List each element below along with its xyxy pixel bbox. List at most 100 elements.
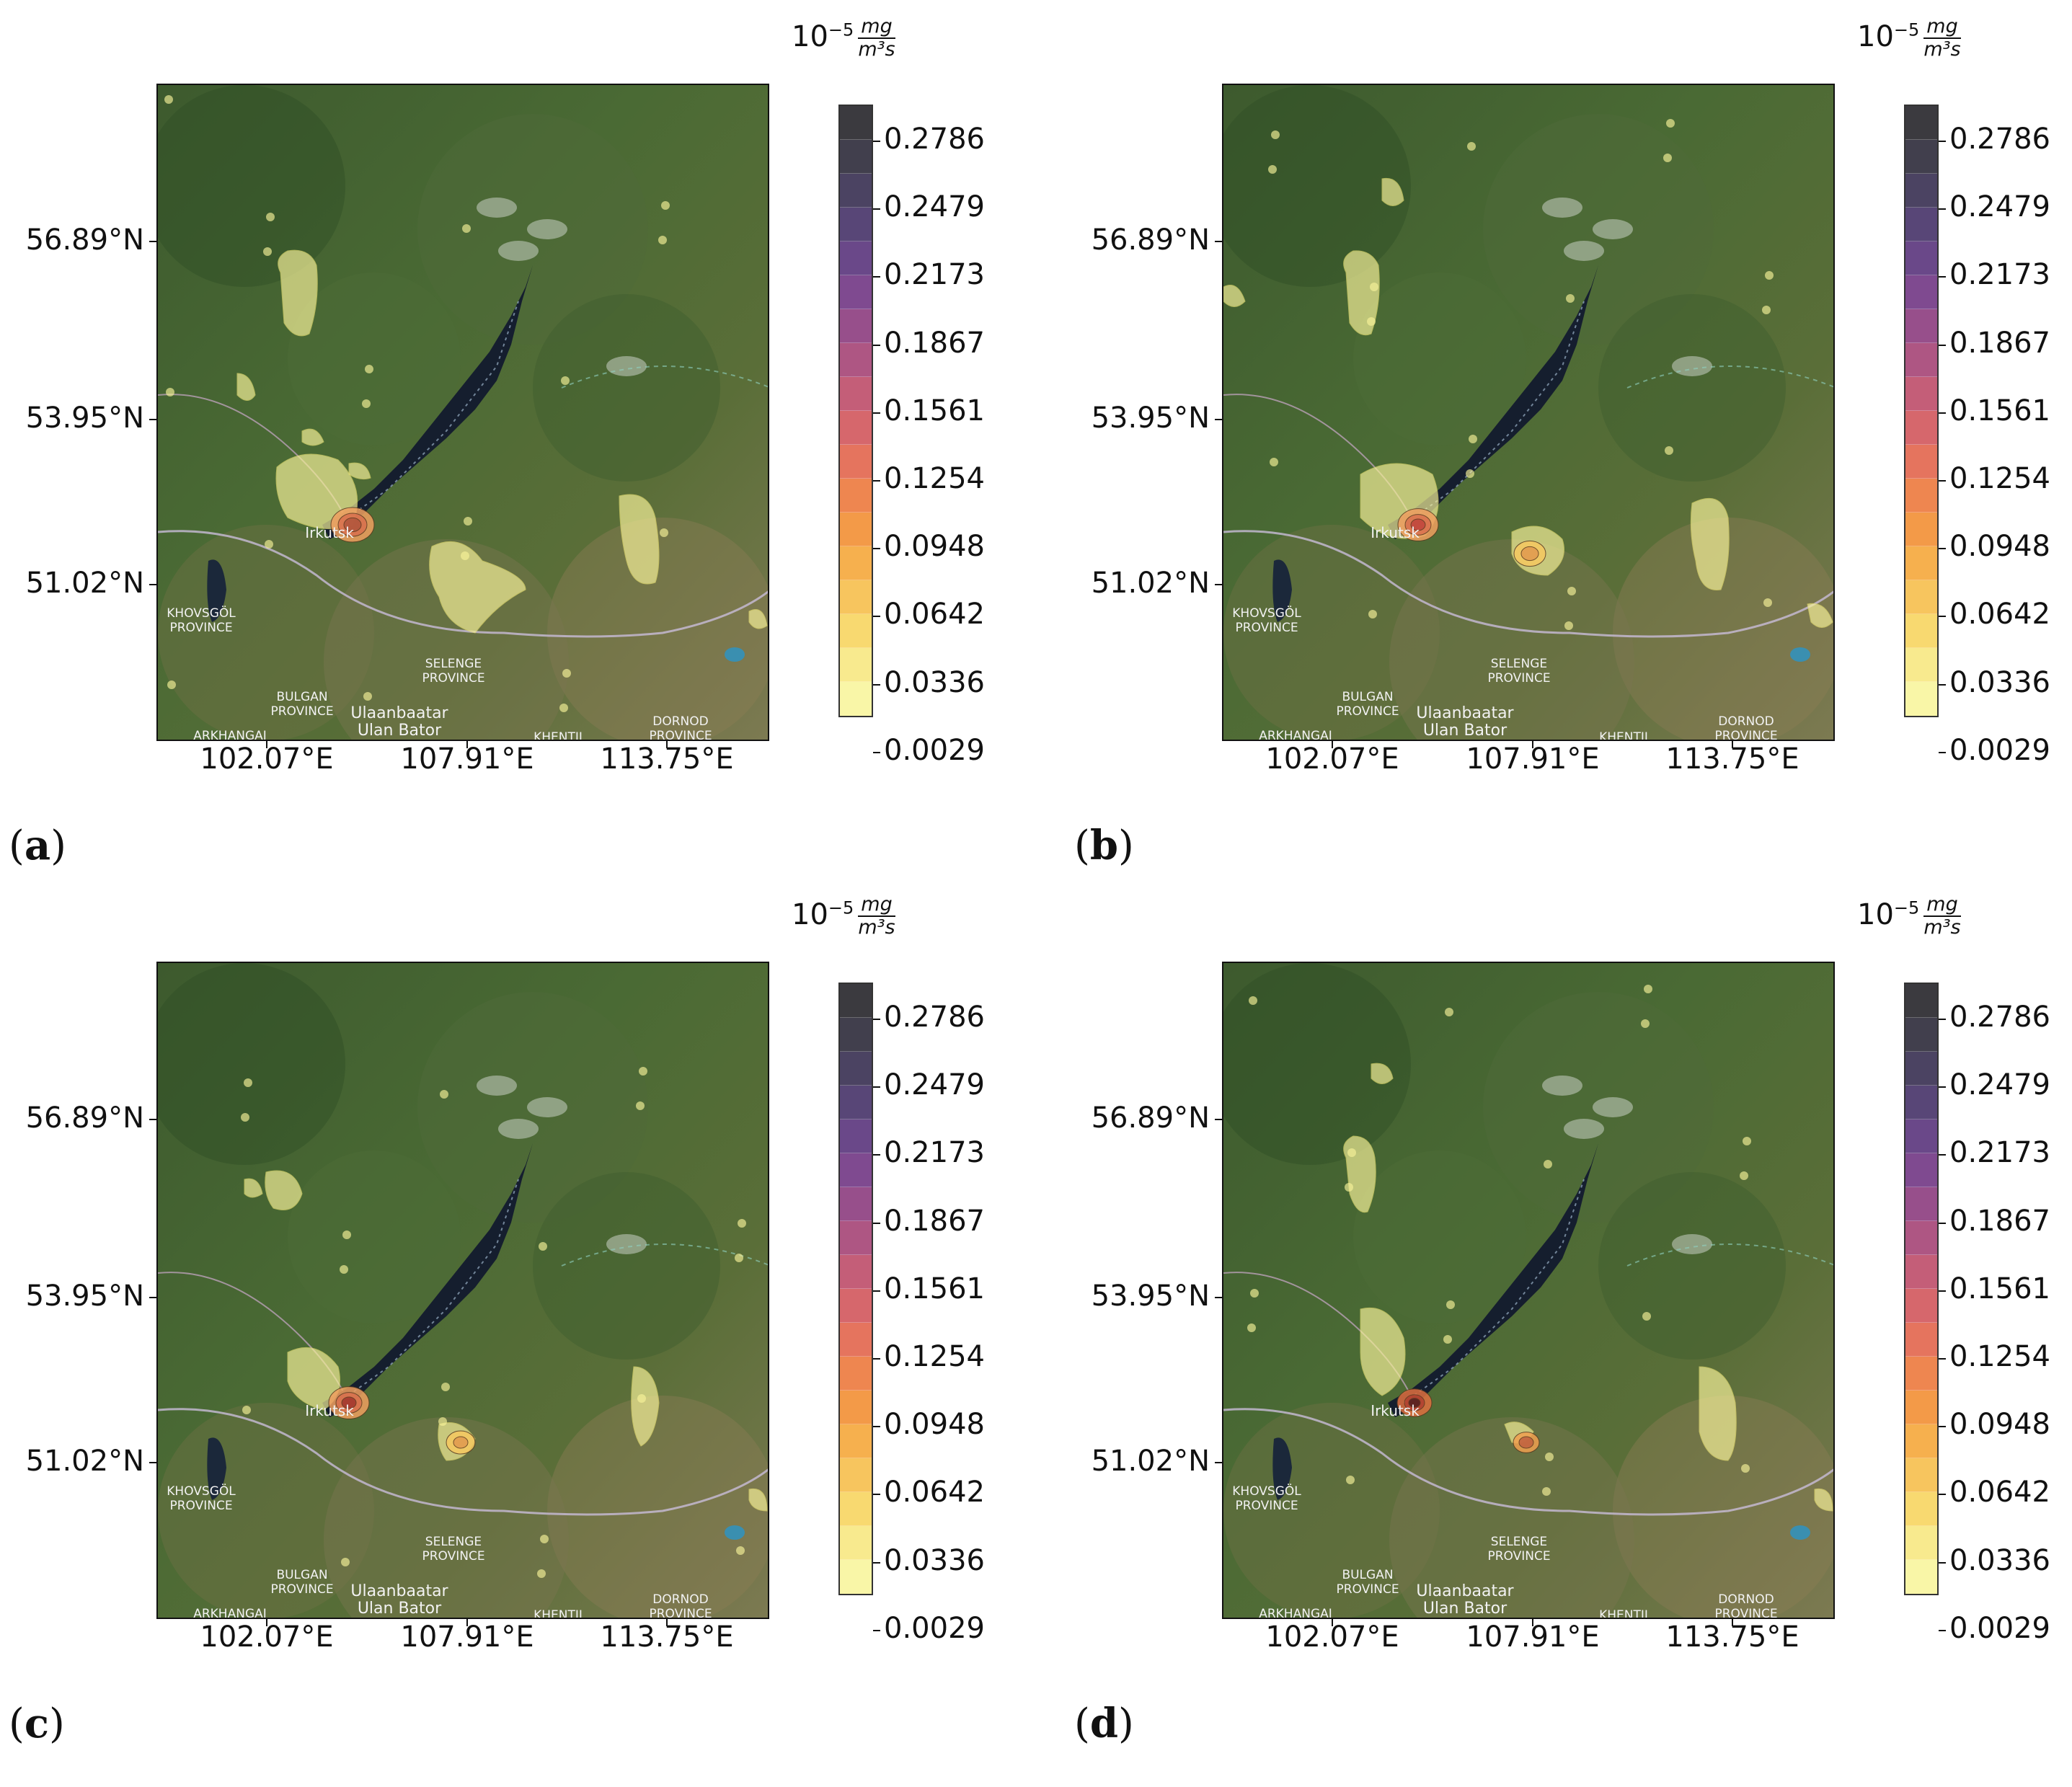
concentration-plume [1807, 603, 1833, 628]
region-label: ARKHANGAI [1259, 1607, 1332, 1619]
colorbar-segment [1905, 174, 1937, 208]
colorbar-tick-label: 0.0642 [884, 598, 985, 631]
colorbar-segment [840, 1560, 872, 1594]
colorbar-tick-label: 0.2786 [1949, 1001, 2050, 1034]
colorbar-tick-label: 0.0948 [884, 1408, 985, 1442]
concentration-spot [464, 517, 472, 526]
lat-tick [1215, 419, 1222, 420]
lat-tick [149, 419, 156, 420]
lat-label: 56.89°N [25, 1101, 144, 1135]
lat-tick [1215, 1119, 1222, 1120]
lon-tick [1732, 1619, 1733, 1626]
colorbar-segment [1905, 1221, 1937, 1255]
colorbar-segment [840, 1052, 872, 1086]
lon-tick [466, 1619, 468, 1626]
region-label: PROVINCE [169, 1499, 232, 1513]
concentration-plume [278, 249, 318, 337]
snow-patch [477, 198, 517, 218]
colorbar-tick-label: 0.0642 [884, 1476, 985, 1509]
colorbar-segment [840, 1289, 872, 1323]
lat-label: 56.89°N [1091, 223, 1210, 257]
concentration-spot [242, 1406, 251, 1414]
colorbar-segment [840, 1187, 872, 1221]
city-label: Ulaanbaatar [350, 1582, 448, 1600]
colorbar-tick-label: 0.2173 [1949, 258, 2050, 292]
terrain-patch [1613, 518, 1833, 740]
concentration-spot [167, 680, 176, 689]
map-view[interactable]: Irkutsk KHOVSGÖL PROVINCE SELENGE PROVINCE BU… [1222, 84, 1835, 741]
colorbar [838, 105, 873, 717]
lon-tick [1532, 741, 1533, 748]
concentration-plume [1371, 1063, 1394, 1084]
colorbar-tick-label: 0.2173 [884, 1136, 985, 1170]
colorbar-tick-label: 0.1867 [1949, 1204, 2050, 1238]
colorbar-tick [1939, 548, 1946, 550]
lon-tick [266, 1619, 267, 1626]
colorbar-segment [840, 1153, 872, 1187]
colorbar-segment [1905, 1391, 1937, 1424]
colorbar [1904, 983, 1939, 1595]
concentration-spot [1345, 1183, 1353, 1192]
colorbar-segment [1905, 614, 1937, 648]
colorbar-segment [1905, 241, 1937, 275]
colorbar-tick-label: 0.2479 [1949, 1068, 2050, 1102]
concentration-spot [1665, 446, 1673, 455]
concentration-plume [1814, 1488, 1833, 1512]
colorbar-tick-label: 0.0642 [1949, 598, 2050, 631]
concentration-spot [241, 1113, 249, 1122]
map-view[interactable]: Irkutsk KHOVSGÖL PROVINCE SELENGE PROVINCE BU… [1222, 962, 1835, 1619]
region-label: ARKHANGAI [193, 1607, 267, 1619]
colorbar-segment [840, 648, 872, 682]
map-view[interactable]: Irkutsk KHOVSGÖL PROVINCE SELENGE PROVINCE BU… [156, 962, 769, 1619]
map-view[interactable]: Irkutsk KHOVSGÖL PROVINCE SELENGE PROVINCE BU… [156, 84, 769, 741]
lon-tick [666, 1619, 668, 1626]
city-label: Ulan Bator [358, 1600, 442, 1618]
colorbar-tick [1939, 1426, 1946, 1428]
concentration-spot [658, 236, 667, 244]
colorbar-segment [840, 275, 872, 309]
snow-patch [498, 241, 539, 261]
colorbar-segment [1905, 140, 1937, 174]
colorbar-segment [840, 1424, 872, 1458]
colorbar-tick-label: 0.0029 [1949, 1611, 2050, 1645]
concentration-spot [738, 1219, 746, 1228]
colorbar-segment [1905, 445, 1937, 479]
unit-label: 10−5 mg m³s [1857, 15, 1961, 61]
concentration-spot [341, 1558, 350, 1566]
concentration-hotspot [453, 1436, 469, 1449]
region-label: PROVINCE [1235, 1499, 1298, 1513]
colorbar-segment [840, 343, 872, 377]
lon-tick [466, 741, 468, 748]
colorbar-tick [873, 1561, 880, 1564]
small-lake [725, 1525, 745, 1540]
concentration-spot [639, 1067, 647, 1076]
lat-label: 51.02°N [1091, 1445, 1210, 1478]
colorbar-tick-label: 0.1561 [1949, 1272, 2050, 1305]
lat-label: 53.95°N [1091, 402, 1210, 435]
lon-tick [266, 741, 267, 748]
concentration-spot [1740, 1171, 1748, 1180]
region-label: PROVINCE [169, 621, 232, 635]
colorbar-tick [1939, 1086, 1946, 1088]
concentration-spot [559, 704, 568, 712]
colorbar-tick [873, 208, 880, 210]
lake-track [1403, 1179, 1585, 1404]
lat-tick [149, 584, 156, 585]
colorbar-segment [1905, 984, 1937, 1018]
terrain-patch [288, 1150, 461, 1323]
concentration-spot [362, 399, 371, 408]
concentration-spot [1542, 1487, 1551, 1496]
terrain-patch [1598, 1172, 1786, 1360]
concentration-spot [441, 1383, 450, 1391]
concentration-plume [244, 1178, 263, 1198]
concentration-plume [748, 609, 768, 629]
colorbar-segment [1905, 1424, 1937, 1458]
colorbar-tick [1939, 141, 1946, 142]
concentration-spot [263, 247, 272, 256]
colorbar-tick-label: 0.2173 [884, 258, 985, 292]
colorbar-tick-label: 0.2479 [884, 1068, 985, 1102]
snow-patch [1542, 198, 1582, 218]
colorbar-tick-label: 0.1867 [884, 1204, 985, 1238]
colorbar-tick-label: 0.0948 [1949, 1408, 2050, 1442]
boundary-line [1626, 1243, 1833, 1267]
